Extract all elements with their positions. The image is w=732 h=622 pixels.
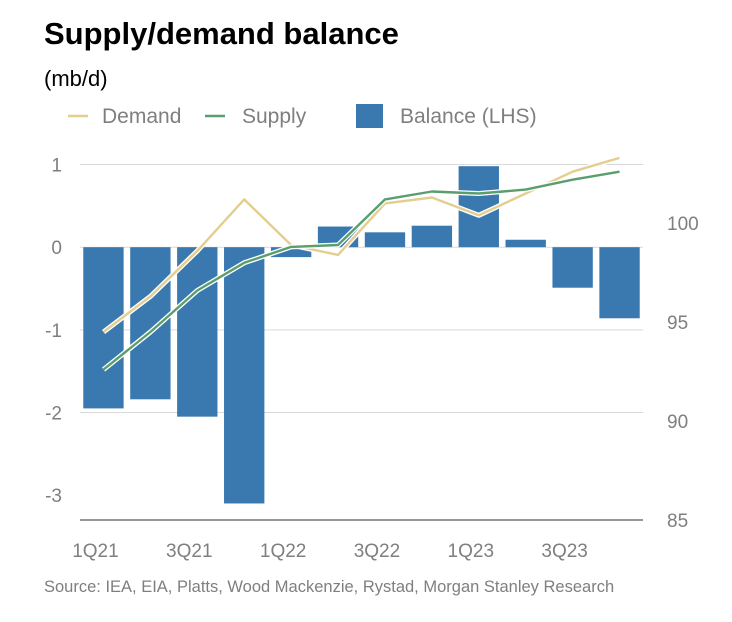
x-axis-tick-label: 1Q23 — [448, 541, 494, 562]
supply-line — [102, 170, 620, 371]
right-axis-tick-label: 85 — [667, 511, 688, 532]
balance-bar — [599, 247, 640, 319]
right-axis-tick-label: 90 — [667, 412, 688, 433]
balance-bar — [552, 247, 593, 288]
left-axis-tick-label: -3 — [45, 486, 62, 507]
balance-bar — [130, 247, 171, 400]
left-axis-tick-label: -1 — [45, 321, 62, 342]
x-axis-tick-label: 3Q22 — [354, 541, 400, 562]
x-axis-tick-label: 1Q21 — [72, 541, 118, 562]
balance-bar — [505, 239, 546, 248]
balance-bars — [83, 166, 640, 504]
left-axis-tick-label: -2 — [45, 404, 62, 425]
legend-label: Demand — [102, 105, 181, 128]
legend-label: Balance (LHS) — [400, 105, 537, 128]
balance-bar — [224, 247, 265, 504]
x-axis-tick-label: 3Q23 — [541, 541, 587, 562]
balance-bar — [411, 225, 453, 248]
x-axis-tick-label: 1Q22 — [260, 541, 306, 562]
gridlines — [80, 164, 643, 414]
axes: 1 0 -1 -2 -3 100 95 90 85 1Q21 3Q21 1Q22 3Q22 1Q23 3Q2… — [45, 156, 699, 562]
x-axis-tick-label: 3Q21 — [166, 541, 212, 562]
balance-bar — [270, 247, 312, 258]
left-axis-tick-label: 0 — [51, 238, 62, 259]
right-axis-tick-label: 100 — [667, 214, 699, 235]
source-note: Source: IEA, EIA, Platts, Wood Mackenzie… — [44, 578, 615, 596]
left-axis-tick-label: 1 — [51, 156, 62, 177]
balance-bar — [364, 232, 406, 248]
unit-label: (mb/d) — [44, 66, 108, 91]
legend: Demand Supply Balance (LHS) — [68, 104, 537, 128]
series-lines — [101, 155, 621, 372]
chart-title: Supply/demand balance — [44, 16, 399, 51]
balance-bar — [83, 247, 124, 409]
legend-balance-swatch — [356, 104, 383, 128]
balance-bar — [177, 247, 218, 417]
legend-label: Supply — [242, 105, 307, 128]
right-axis-tick-label: 95 — [667, 313, 688, 334]
